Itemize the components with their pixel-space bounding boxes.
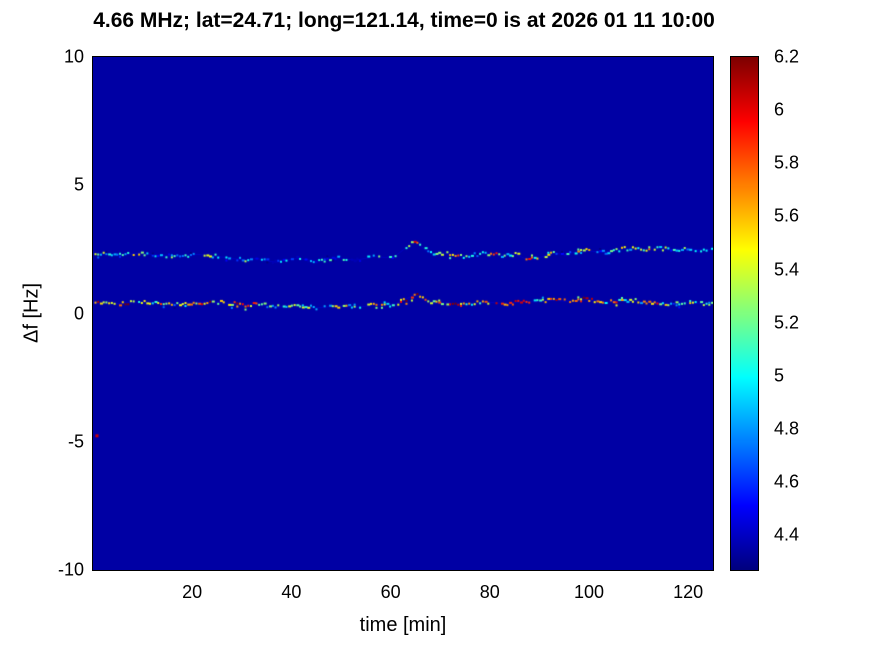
- y-tick-label: -5: [67, 431, 84, 452]
- y-tick-label: 0: [73, 303, 84, 323]
- x-tick-label: 80: [479, 582, 500, 602]
- x-axis-label: time [min]: [359, 614, 447, 636]
- colorbar-tick-label: 5.6: [774, 205, 800, 226]
- chart-title: 4.66 MHz; lat=24.71; long=121.14, time=0…: [93, 9, 715, 32]
- x-tick-label: 100: [573, 582, 605, 602]
- colorbar-tick-label: 4.8: [774, 418, 800, 439]
- colorbar: [730, 56, 759, 571]
- spectrogram-plot: [92, 56, 714, 571]
- y-tick-label: 10: [63, 46, 84, 67]
- x-tick-label: 40: [281, 582, 302, 602]
- y-tick-label: 5: [73, 174, 84, 195]
- colorbar-tick-label: 5.4: [774, 259, 800, 280]
- colorbar-tick-label: 5: [774, 365, 785, 386]
- y-tick-label: -10: [57, 559, 84, 580]
- colorbar-tick-label: 4.6: [774, 471, 800, 492]
- colorbar-tick-label: 4.4: [774, 524, 800, 545]
- colorbar-tick-label: 6.2: [774, 46, 800, 67]
- colorbar-tick-label: 5.2: [774, 312, 800, 333]
- x-tick-label: 20: [182, 582, 203, 602]
- colorbar-tick-label: 5.8: [774, 152, 800, 173]
- x-tick-label: 60: [380, 582, 401, 602]
- x-tick-label: 120: [673, 582, 704, 602]
- colorbar-tick-label: 6: [774, 99, 785, 120]
